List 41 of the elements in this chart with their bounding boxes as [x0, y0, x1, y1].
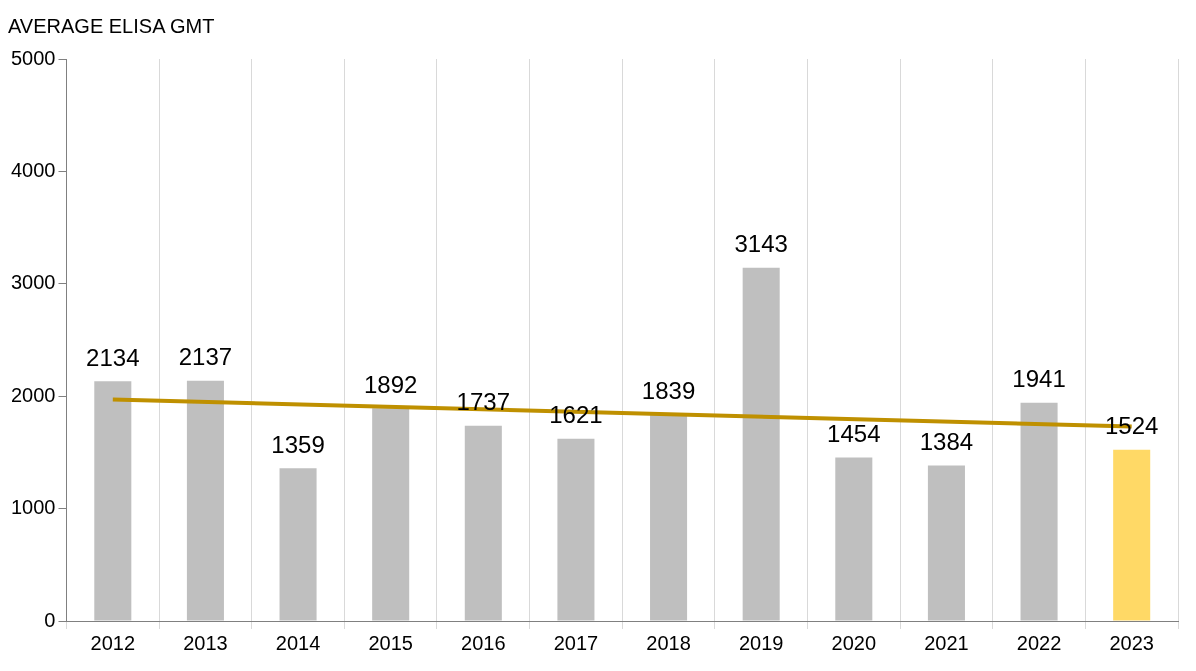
- x-tick-label: 2016: [461, 631, 506, 654]
- bar: [557, 438, 595, 621]
- x-tick-label: 2018: [646, 631, 691, 654]
- data-label: 2134: [86, 343, 140, 371]
- bar: [1020, 402, 1058, 621]
- bar: [186, 380, 224, 621]
- data-label: 1384: [919, 428, 974, 456]
- y-tick-label: 3000: [10, 271, 56, 294]
- data-label: 1454: [827, 420, 881, 448]
- bar: [742, 267, 780, 621]
- x-tick-label: 2014: [275, 631, 321, 654]
- x-tick-label: 2013: [183, 631, 228, 654]
- data-label: 3143: [734, 230, 788, 258]
- bar: [650, 414, 688, 621]
- x-tick-label: 2015: [368, 631, 413, 654]
- bar: [927, 465, 965, 621]
- y-tick-label: 0: [44, 608, 56, 631]
- data-label: 2137: [178, 343, 233, 371]
- x-tick-label: 2019: [738, 631, 784, 654]
- x-tick-label: 2012: [90, 631, 136, 654]
- data-label: 1524: [1104, 412, 1159, 440]
- bar: [835, 457, 873, 621]
- y-tick-label: 2000: [10, 383, 56, 406]
- data-label: 1941: [1012, 365, 1066, 393]
- bar: [372, 408, 410, 621]
- x-tick-label: 2023: [1109, 631, 1154, 654]
- x-tick-label: 2020: [831, 631, 877, 654]
- data-label: 1892: [363, 370, 418, 398]
- y-tick-label: 4000: [10, 158, 56, 181]
- bar: [279, 468, 317, 621]
- y-axis-title: AVERAGE ELISA GMT: [8, 14, 216, 39]
- y-tick-label: 1000: [10, 496, 56, 519]
- data-label: 1839: [641, 376, 696, 404]
- x-tick-label: 2017: [553, 631, 599, 654]
- bar: [94, 381, 132, 621]
- bar: [1113, 449, 1151, 621]
- data-label: 1359: [271, 430, 325, 458]
- y-tick-label: 5000: [10, 46, 56, 69]
- x-tick-label: 2021: [924, 631, 969, 654]
- bar: [464, 425, 502, 621]
- x-tick-label: 2022: [1016, 631, 1062, 654]
